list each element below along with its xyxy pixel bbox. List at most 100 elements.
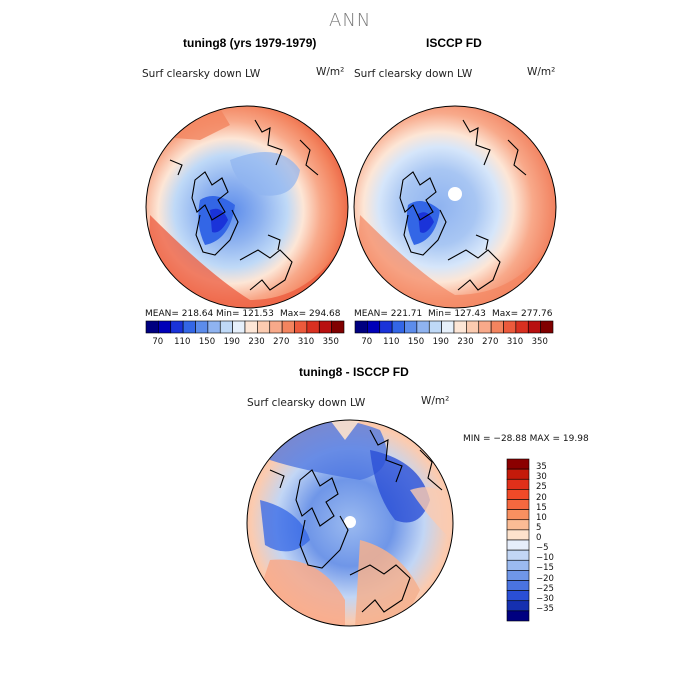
colorbar-tick-label: 350 <box>322 337 339 347</box>
panel-1-max: Max= 294.68 <box>280 309 341 319</box>
colorbar-swatch <box>515 320 529 334</box>
panel-2-min: Min= 127.43 <box>428 309 486 319</box>
colorbar-tick-label: 310 <box>506 337 524 347</box>
panel-2-title: ISCCP FD <box>426 36 482 50</box>
colorbar-tick-label: 350 <box>531 337 548 347</box>
colorbar-swatch <box>490 320 504 334</box>
colorbar-swatch <box>379 320 393 334</box>
panel-1-min: Min= 121.53 <box>216 309 274 319</box>
panel-1-title: tuning8 (yrs 1979-1979) <box>183 36 317 50</box>
colorbar-swatch <box>506 590 530 602</box>
colorbar-swatch <box>416 320 430 334</box>
colorbar-tick-label: 150 <box>407 337 425 347</box>
colorbar-swatch <box>466 320 480 334</box>
colorbar-swatch <box>506 600 530 612</box>
colorbar-swatch <box>182 320 196 334</box>
colorbar-tick-label: 30 <box>536 472 547 483</box>
colorbar-tick-label: 270 <box>482 337 499 347</box>
panel-2-mean: MEAN= 221.71 <box>354 309 423 319</box>
colorbar-swatch <box>506 458 530 470</box>
colorbar-swatch <box>428 320 442 334</box>
colorbar-swatch <box>367 320 381 334</box>
colorbar-swatch <box>441 320 455 334</box>
colorbar-swatch <box>318 320 332 334</box>
colorbar-swatch <box>207 320 221 334</box>
colorbar-tick-label: 110 <box>383 337 400 347</box>
colorbar-tick-label: 0 <box>536 533 542 543</box>
colorbar-swatch <box>506 478 530 490</box>
panel-2-max: Max= 277.76 <box>492 309 553 319</box>
colorbar-tick-label: −5 <box>536 543 549 554</box>
colorbar-difference <box>506 458 530 622</box>
colorbar-tick-label: 270 <box>273 337 290 347</box>
colorbar-tick-label: 310 <box>297 337 315 347</box>
panel-1-variable: Surf clearsky down LW <box>142 68 261 80</box>
colorbar-swatch <box>391 320 405 334</box>
colorbar-swatch <box>453 320 467 334</box>
colorbar-tick-label: 150 <box>198 337 216 347</box>
colorbar-tick-label: 25 <box>536 482 547 493</box>
colorbar-swatch <box>506 580 530 591</box>
colorbar-swatch <box>232 320 246 334</box>
colorbar-tick-label: 15 <box>536 502 547 513</box>
colorbar-swatch <box>506 519 530 531</box>
colorbar-tick-label: 20 <box>536 492 547 503</box>
colorbar-swatch <box>506 499 530 510</box>
colorbar-tick-label: −20 <box>536 573 554 584</box>
colorbar-tick-label: 110 <box>174 337 191 347</box>
colorbar-tick-label: 190 <box>223 337 240 347</box>
panel-3-variable: Surf clearsky down LW <box>247 397 366 409</box>
colorbar-swatch <box>506 570 530 581</box>
colorbar-swatch <box>506 489 530 500</box>
colorbar-tick-label: −30 <box>536 593 554 604</box>
colorbar-tick-label: 5 <box>536 522 542 533</box>
colorbar-tick-label: −25 <box>536 583 554 594</box>
colorbar-swatch <box>506 468 530 480</box>
colorbar-tick-label: 230 <box>457 337 474 347</box>
colorbar-tick-label: −35 <box>536 603 554 614</box>
colorbar-swatch <box>527 320 541 334</box>
colorbar-swatch <box>506 610 530 622</box>
colorbar-swatch <box>195 320 209 334</box>
colorbar-swatch <box>354 320 368 334</box>
colorbar-tick-label: 10 <box>536 512 547 523</box>
colorbar-swatch <box>244 320 258 334</box>
panel-3-units: W/m² <box>421 395 450 407</box>
colorbar-swatch <box>219 320 233 334</box>
colorbar-swatch <box>170 320 184 334</box>
colorbar-swatch <box>158 320 172 334</box>
colorbar-swatch <box>404 320 418 334</box>
colorbar-map-2 <box>354 320 554 334</box>
colorbar-tick-label: 70 <box>152 337 164 347</box>
colorbar-swatch <box>506 539 530 551</box>
colorbar-swatch <box>506 549 530 561</box>
colorbar-tick-label: −15 <box>536 563 554 574</box>
colorbar-tick-label: −10 <box>536 553 554 564</box>
colorbar-map-1 <box>145 320 345 334</box>
colorbar-swatch <box>257 320 271 334</box>
colorbar-swatch <box>269 320 283 334</box>
panel-2-variable: Surf clearsky down LW <box>354 68 473 80</box>
colorbar-swatch <box>306 320 320 334</box>
panel-1-units: W/m² <box>316 66 345 78</box>
colorbar-tick-label: 70 <box>361 337 373 347</box>
colorbar-swatch <box>331 320 345 334</box>
colorbar-tick-label: 190 <box>432 337 449 347</box>
colorbar-swatch <box>540 320 554 334</box>
colorbar-swatch <box>506 559 530 571</box>
colorbar-swatch <box>294 320 308 334</box>
panel-3-title: tuning8 - ISCCP FD <box>299 365 409 379</box>
colorbar-swatch <box>503 320 517 334</box>
panel-1-mean: MEAN= 218.64 <box>145 309 214 319</box>
colorbar-swatch <box>506 529 530 541</box>
colorbar-swatch <box>281 320 295 334</box>
panel-2-units: W/m² <box>527 66 556 78</box>
figure-title: ANN <box>329 10 372 31</box>
colorbar-swatch <box>145 320 159 334</box>
colorbar-tick-label: 35 <box>536 462 547 473</box>
panel-3-minmax: MIN = −28.88 MAX = 19.98 <box>463 434 589 444</box>
colorbar-tick-label: 230 <box>248 337 265 347</box>
colorbar-swatch <box>478 320 492 334</box>
colorbar-swatch <box>506 509 530 521</box>
